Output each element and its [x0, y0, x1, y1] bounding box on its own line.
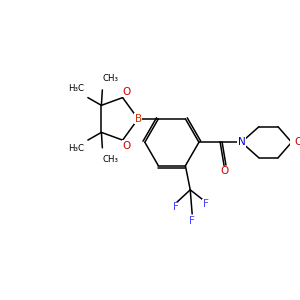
Text: O: O — [122, 87, 130, 97]
Text: O: O — [221, 166, 229, 176]
Text: CH₃: CH₃ — [102, 155, 118, 164]
Text: O: O — [122, 141, 130, 151]
Text: N: N — [238, 137, 245, 147]
Text: F: F — [203, 199, 208, 209]
Text: B: B — [134, 114, 142, 124]
Text: CH₃: CH₃ — [102, 74, 118, 83]
Text: H₃C: H₃C — [68, 144, 84, 153]
Text: F: F — [189, 216, 195, 226]
Text: F: F — [173, 202, 179, 212]
Text: O: O — [294, 137, 300, 147]
Text: H₃C: H₃C — [68, 84, 84, 93]
